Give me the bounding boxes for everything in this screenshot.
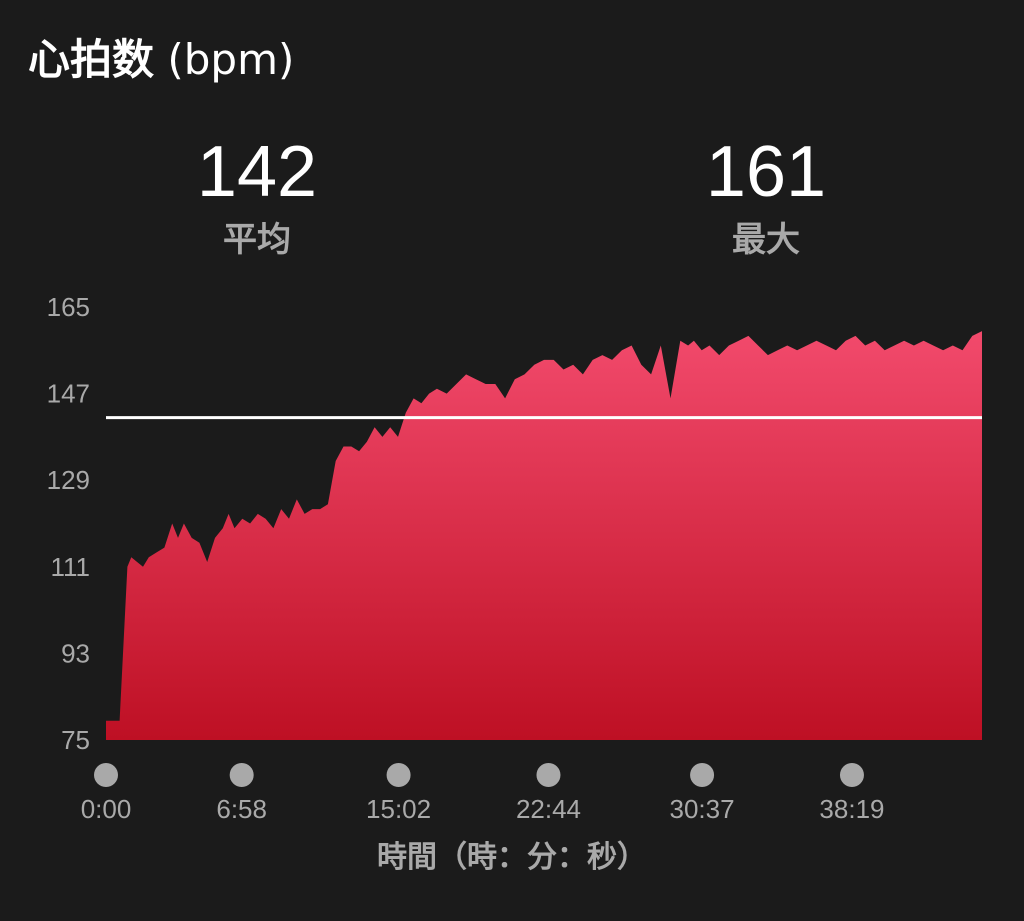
x-tick-marker <box>386 763 411 787</box>
x-tick-marker <box>229 763 254 787</box>
x-tick-label: 15:02 <box>366 794 431 824</box>
heart-rate-area <box>106 331 982 740</box>
max-value: 161 <box>705 132 827 212</box>
average-value: 142 <box>196 132 318 212</box>
y-tick-label: 111 <box>50 552 90 582</box>
x-tick-label: 6:58 <box>216 794 267 824</box>
y-tick-label: 165 <box>47 292 90 322</box>
x-tick-label: 38:19 <box>819 794 884 824</box>
title-unit: (bpm) <box>167 35 295 84</box>
x-tick-label: 22:44 <box>516 794 581 824</box>
title-text: 心拍数 <box>28 35 155 84</box>
x-tick-label: 30:37 <box>670 794 735 824</box>
max-label: 最大 <box>732 220 800 260</box>
x-tick-marker <box>839 763 864 787</box>
y-tick-label: 93 <box>61 638 90 668</box>
y-tick-label: 147 <box>47 379 90 409</box>
average-stat: 142 平均 <box>107 130 407 262</box>
y-tick-label: 129 <box>47 465 90 495</box>
y-tick-label: 75 <box>61 725 90 755</box>
average-label: 平均 <box>223 220 291 260</box>
x-tick-marker <box>536 763 561 787</box>
chart-title: 心拍数 (bpm) <box>28 30 294 90</box>
x-axis-label: 時間（時：分：秒） <box>377 840 647 875</box>
x-tick-marker <box>94 763 118 787</box>
max-stat: 161 最大 <box>616 130 916 262</box>
x-tick-marker <box>690 763 715 787</box>
x-tick-label: 0:00 <box>81 794 132 824</box>
